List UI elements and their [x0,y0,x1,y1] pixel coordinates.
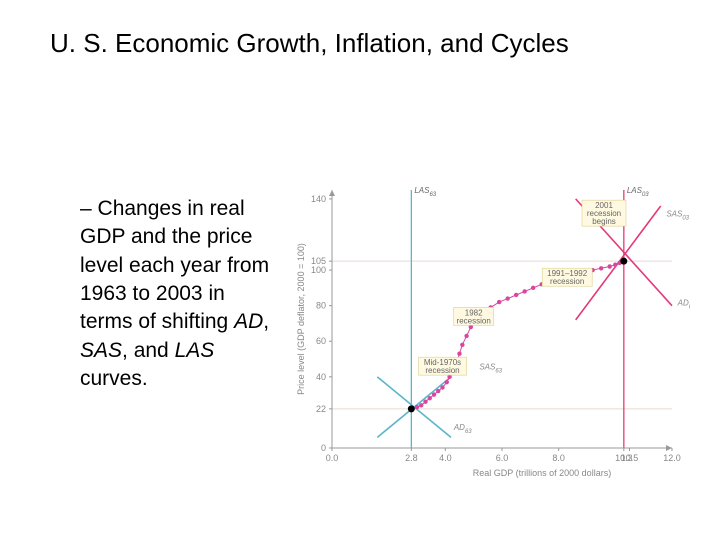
bullet-text: – Changes in real GDP and the price leve… [80,195,275,393]
bullet-p6: curves. [80,367,148,390]
svg-text:105: 105 [311,256,326,266]
svg-text:recession: recession [550,277,584,286]
page-title: U. S. Economic Growth, Inflation, and Cy… [50,28,569,59]
svg-text:0: 0 [321,443,326,453]
svg-text:AD63: AD63 [453,423,472,435]
svg-text:begins: begins [592,217,616,226]
bullet-p2: , [263,310,269,333]
svg-text:recession: recession [457,316,491,325]
svg-text:100: 100 [311,265,326,275]
svg-text:4.0: 4.0 [439,453,452,463]
bullet-p3: SAS [80,339,122,362]
svg-text:0.0: 0.0 [326,453,339,463]
svg-text:80: 80 [316,301,326,311]
svg-text:60: 60 [316,336,326,346]
bullet-p5: LAS [175,339,215,362]
svg-text:22: 22 [316,404,326,414]
svg-text:LAS03: LAS03 [627,186,649,198]
svg-text:Real GDP (trillions of 2000 do: Real GDP (trillions of 2000 dollars) [473,468,611,478]
bullet-p4: , and [122,339,175,362]
svg-text:140: 140 [311,194,326,204]
svg-text:LAS63: LAS63 [414,186,436,198]
economic-chart: LAS63 LAS03 0 22 40 60 80 100105 140 0.0 2.8 4.0 6.0… [290,178,690,488]
svg-text:AD03: AD03 [677,299,690,311]
svg-text:recession: recession [425,366,459,375]
bullet-p1: AD [234,310,263,333]
svg-text:6.0: 6.0 [496,453,509,463]
bullet-dash: – [80,197,92,220]
svg-text:12.0: 12.0 [663,453,681,463]
svg-text:SAS63: SAS63 [479,363,502,375]
svg-text:10.5: 10.5 [621,453,639,463]
svg-text:SAS03: SAS03 [666,210,689,222]
svg-text:2.8: 2.8 [405,453,418,463]
svg-text:Price level (GDP deflator, 200: Price level (GDP deflator, 2000 = 100) [296,243,306,395]
svg-text:40: 40 [316,372,326,382]
svg-text:8.0: 8.0 [552,453,565,463]
